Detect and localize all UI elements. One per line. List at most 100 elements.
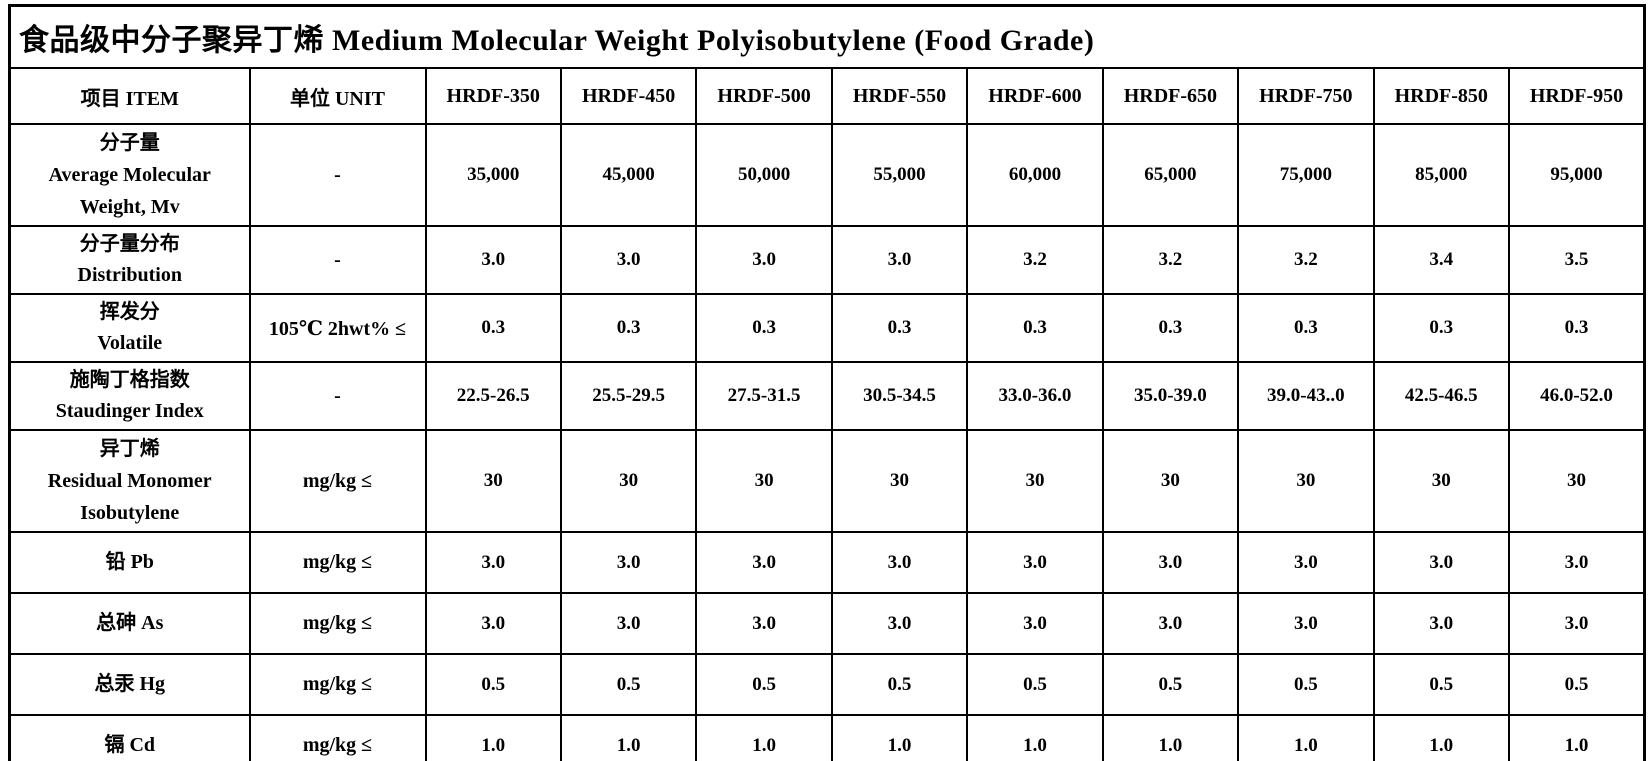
value-cell: 55,000: [830, 123, 969, 227]
value-cell: 3.0: [1372, 592, 1511, 655]
value-cell: 0.5: [1101, 653, 1240, 716]
item-cell: 施陶丁格指数 Staudinger Index: [8, 361, 251, 431]
value-cell: 1.0: [1237, 714, 1375, 761]
value-cell: 3.0: [1372, 531, 1511, 594]
value-cell: 3.0: [966, 592, 1104, 655]
value-cell: 1.0: [830, 714, 969, 761]
product-spec-table: 食品级中分子聚异丁烯 Medium Molecular Weight Polyi…: [8, 4, 1646, 761]
item-line: Average Molecular: [48, 164, 211, 186]
value-cell: 27.5-31.5: [695, 361, 833, 431]
value-cell: 22.5-26.5: [424, 361, 562, 431]
value-cell: 30: [1101, 429, 1240, 533]
unit-cell: mg/kg ≤: [248, 429, 427, 533]
value-cell: 3.0: [830, 531, 969, 594]
value-cell: 3.0: [559, 225, 698, 295]
value-cell: 3.0: [695, 592, 833, 655]
value-cell: 0.5: [830, 653, 969, 716]
unit-cell: mg/kg ≤: [248, 714, 427, 761]
value-cell: 3.0: [559, 531, 698, 594]
page-title: 食品级中分子聚异丁烯 Medium Molecular Weight Polyi…: [8, 4, 1646, 69]
value-cell: 42.5-46.5: [1372, 361, 1511, 431]
value-cell: 0.3: [424, 293, 562, 363]
value-cell: 30: [695, 429, 833, 533]
value-cell: 1.0: [1101, 714, 1240, 761]
value-cell: 0.3: [1372, 293, 1511, 363]
value-cell: 0.3: [966, 293, 1104, 363]
value-cell: 0.5: [1372, 653, 1511, 716]
item-line: 总汞 Hg: [94, 673, 166, 695]
value-cell: 35.0-39.0: [1101, 361, 1240, 431]
column-header-item: 项目 ITEM: [8, 67, 251, 125]
value-cell: 0.3: [1101, 293, 1240, 363]
value-cell: 3.0: [695, 531, 833, 594]
item-cell: 分子量分布 Distribution: [8, 225, 251, 295]
value-cell: 1.0: [695, 714, 833, 761]
value-cell: 65,000: [1101, 123, 1240, 227]
column-header-grade: HRDF-550: [830, 67, 969, 125]
unit-cell: mg/kg ≤: [248, 592, 427, 655]
value-cell: 50,000: [695, 123, 833, 227]
value-cell: 3.0: [1237, 531, 1375, 594]
column-header-unit: 单位 UNIT: [248, 67, 427, 125]
table-row: 总砷 As mg/kg ≤3.0 3.0 3.0 3.0 3.0 3.0 3.0 3.0 3.0: [8, 592, 1646, 655]
item-cell: 异丁烯 Residual Monomer Isobutylene: [8, 429, 251, 533]
value-cell: 30: [1372, 429, 1511, 533]
value-cell: 1.0: [1372, 714, 1511, 761]
value-cell: 0.5: [695, 653, 833, 716]
item-cell: 挥发分 Volatile: [8, 293, 251, 363]
table-body: 分子量 Average Molecular Weight, Mv -35,000 45,…: [8, 123, 1646, 761]
unit-cell: 105℃ 2hwt% ≤: [248, 293, 427, 363]
value-cell: 0.5: [424, 653, 562, 716]
table-row: 挥发分 Volatile 105℃ 2hwt% ≤0.3 0.3 0.3 0.3 0.3 0.…: [8, 293, 1646, 363]
table-row: 施陶丁格指数 Staudinger Index -22.5-26.5 25.5-29.…: [8, 361, 1646, 431]
value-cell: 3.0: [424, 592, 562, 655]
table-row: 总汞 Hg mg/kg ≤0.5 0.5 0.5 0.5 0.5 0.5 0.5 0.5 0.5: [8, 653, 1646, 716]
table-row: 异丁烯 Residual Monomer Isobutylene mg/kg ≤30 3…: [8, 429, 1646, 533]
value-cell: 3.4: [1372, 225, 1511, 295]
item-line: 分子量: [99, 132, 160, 154]
value-cell: 3.5: [1508, 225, 1646, 295]
value-cell: 30.5-34.5: [830, 361, 969, 431]
value-cell: 3.0: [424, 531, 562, 594]
column-header-grade: HRDF-650: [1101, 67, 1240, 125]
value-cell: 1.0: [424, 714, 562, 761]
value-cell: 30: [559, 429, 698, 533]
value-cell: 39.0-43..0: [1237, 361, 1375, 431]
value-cell: 3.0: [424, 225, 562, 295]
value-cell: 0.3: [695, 293, 833, 363]
item-cell: 总砷 As: [8, 592, 251, 655]
item-cell: 镉 Cd: [8, 714, 251, 761]
item-line: Weight, Mv: [79, 196, 180, 218]
value-cell: 33.0-36.0: [966, 361, 1104, 431]
value-cell: 0.5: [559, 653, 698, 716]
value-cell: 3.0: [830, 225, 969, 295]
column-header-grade: HRDF-350: [424, 67, 562, 125]
column-header-grade: HRDF-750: [1237, 67, 1375, 125]
value-cell: 30: [1508, 429, 1646, 533]
column-header-grade: HRDF-450: [559, 67, 698, 125]
value-cell: 0.3: [1508, 293, 1646, 363]
value-cell: 0.3: [830, 293, 969, 363]
column-header-row: 项目 ITEM 单位 UNIT HRDF-350 HRDF-450 HRDF-500…: [8, 67, 1646, 125]
item-line: 铅 Pb: [105, 551, 154, 573]
table-row: 分子量 Average Molecular Weight, Mv -35,000 45,…: [8, 123, 1646, 227]
item-line: 异丁烯: [99, 438, 160, 460]
item-cell: 铅 Pb: [8, 531, 251, 594]
value-cell: 3.0: [1101, 592, 1240, 655]
value-cell: 0.5: [966, 653, 1104, 716]
item-line: 分子量分布: [79, 233, 180, 255]
value-cell: 0.3: [559, 293, 698, 363]
value-cell: 30: [424, 429, 562, 533]
value-cell: 3.0: [966, 531, 1104, 594]
column-header-grade: HRDF-500: [695, 67, 833, 125]
column-header-grade: HRDF-850: [1372, 67, 1511, 125]
value-cell: 35,000: [424, 123, 562, 227]
item-cell: 分子量 Average Molecular Weight, Mv: [8, 123, 251, 227]
value-cell: 60,000: [966, 123, 1104, 227]
item-line: Volatile: [97, 332, 163, 354]
title-row: 食品级中分子聚异丁烯 Medium Molecular Weight Polyi…: [8, 4, 1646, 69]
value-cell: 1.0: [1508, 714, 1646, 761]
value-cell: 3.2: [1237, 225, 1375, 295]
value-cell: 75,000: [1237, 123, 1375, 227]
item-line: 总砷 As: [96, 612, 164, 634]
